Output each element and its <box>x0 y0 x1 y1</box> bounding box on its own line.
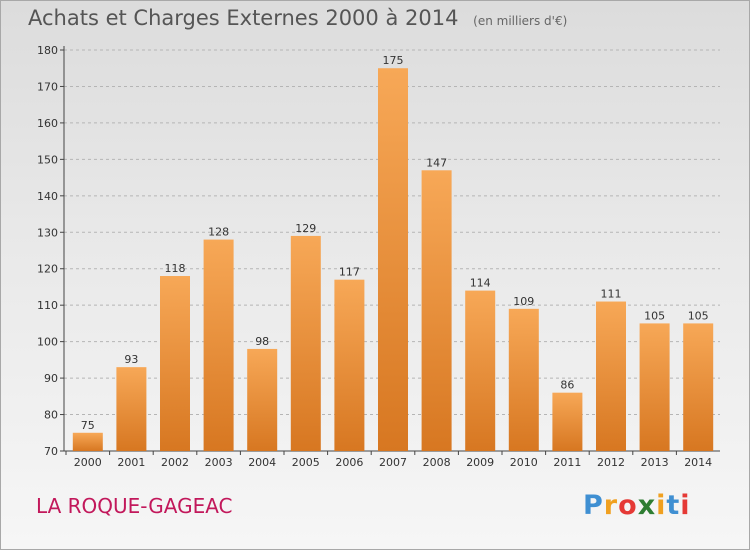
logo-letter: r <box>603 490 619 521</box>
x-tick-label-2004: 2004 <box>248 456 276 469</box>
bar-2003 <box>203 239 234 451</box>
y-tick-label: 120 <box>37 263 58 276</box>
commune-name: LA ROQUE-GAGEAC <box>36 494 233 518</box>
y-tick-label: 180 <box>37 44 58 57</box>
x-tick-label-2002: 2002 <box>161 456 189 469</box>
value-label-2003: 128 <box>208 226 229 239</box>
x-tick-label-2007: 2007 <box>379 456 407 469</box>
value-label-2001: 93 <box>124 353 138 366</box>
y-tick-label: 90 <box>44 372 58 385</box>
value-label-2008: 147 <box>426 156 447 169</box>
y-tick-label: 150 <box>37 153 58 166</box>
bar-2011 <box>552 392 583 451</box>
x-tick-label-2011: 2011 <box>553 456 581 469</box>
logo-letter: i <box>680 490 691 521</box>
y-tick-label: 170 <box>37 80 58 93</box>
value-label-2007: 175 <box>383 54 404 67</box>
bar-2014 <box>683 323 714 451</box>
x-tick-label-2014: 2014 <box>684 456 712 469</box>
value-label-2000: 75 <box>81 419 95 432</box>
y-tick-label: 70 <box>44 445 58 458</box>
chart-title-text: Achats et Charges Externes 2000 à 2014 <box>28 6 459 30</box>
bar-2007 <box>378 68 408 452</box>
bars <box>72 68 714 452</box>
value-label-2002: 118 <box>165 262 186 275</box>
x-tick-label-2012: 2012 <box>597 456 625 469</box>
x-tick-label-2010: 2010 <box>510 456 538 469</box>
y-tick-label: 130 <box>37 226 58 239</box>
value-label-2010: 109 <box>513 295 534 308</box>
value-label-2004: 98 <box>255 335 269 348</box>
x-tick-label-2001: 2001 <box>117 456 145 469</box>
chart-title: Achats et Charges Externes 2000 à 2014 (… <box>28 6 567 30</box>
bar-2008 <box>421 170 452 452</box>
bar-2013 <box>639 323 670 451</box>
value-label-2011: 86 <box>560 379 574 392</box>
logo-letter: o <box>618 490 638 521</box>
x-tick-label-2008: 2008 <box>423 456 451 469</box>
y-tick-label: 140 <box>37 190 58 203</box>
y-tick-label: 80 <box>44 409 58 422</box>
logo-letter: t <box>666 490 681 521</box>
value-label-2014: 105 <box>688 309 709 322</box>
bar-2001 <box>116 367 147 451</box>
value-label-2005: 129 <box>295 222 316 235</box>
bar-2004 <box>247 348 278 451</box>
logo-letter: i <box>656 490 667 521</box>
bar-2000 <box>72 432 103 451</box>
bar-2010 <box>508 308 539 451</box>
logo-letter: P <box>583 490 604 521</box>
bar-2002 <box>160 276 190 451</box>
value-label-2012: 111 <box>601 288 622 301</box>
chart-unit: (en milliers d'€) <box>473 14 568 28</box>
x-tick-label-2005: 2005 <box>292 456 320 469</box>
x-tick-label-2006: 2006 <box>335 456 363 469</box>
x-tick-label-2009: 2009 <box>466 456 494 469</box>
x-tick-label-2003: 2003 <box>205 456 233 469</box>
y-tick-label: 100 <box>37 336 58 349</box>
x-tick-label-2000: 2000 <box>74 456 102 469</box>
y-tick-label: 160 <box>37 117 58 130</box>
value-label-2013: 105 <box>644 309 665 322</box>
x-tick-label-2013: 2013 <box>641 456 669 469</box>
logo-letter: x <box>637 490 657 521</box>
bar-2009 <box>465 290 496 451</box>
value-labels: 75 93 118 128 98 129 117 175 147 114 109 86 111 105 10… <box>81 54 709 432</box>
value-label-2009: 114 <box>470 277 491 290</box>
value-label-2006: 117 <box>339 266 360 279</box>
bar-2012 <box>596 301 626 451</box>
bar-2005 <box>290 235 321 451</box>
bar-2006 <box>334 279 365 451</box>
proxiti-logo: Proxiti <box>583 490 691 521</box>
y-tick-label: 110 <box>37 299 58 312</box>
